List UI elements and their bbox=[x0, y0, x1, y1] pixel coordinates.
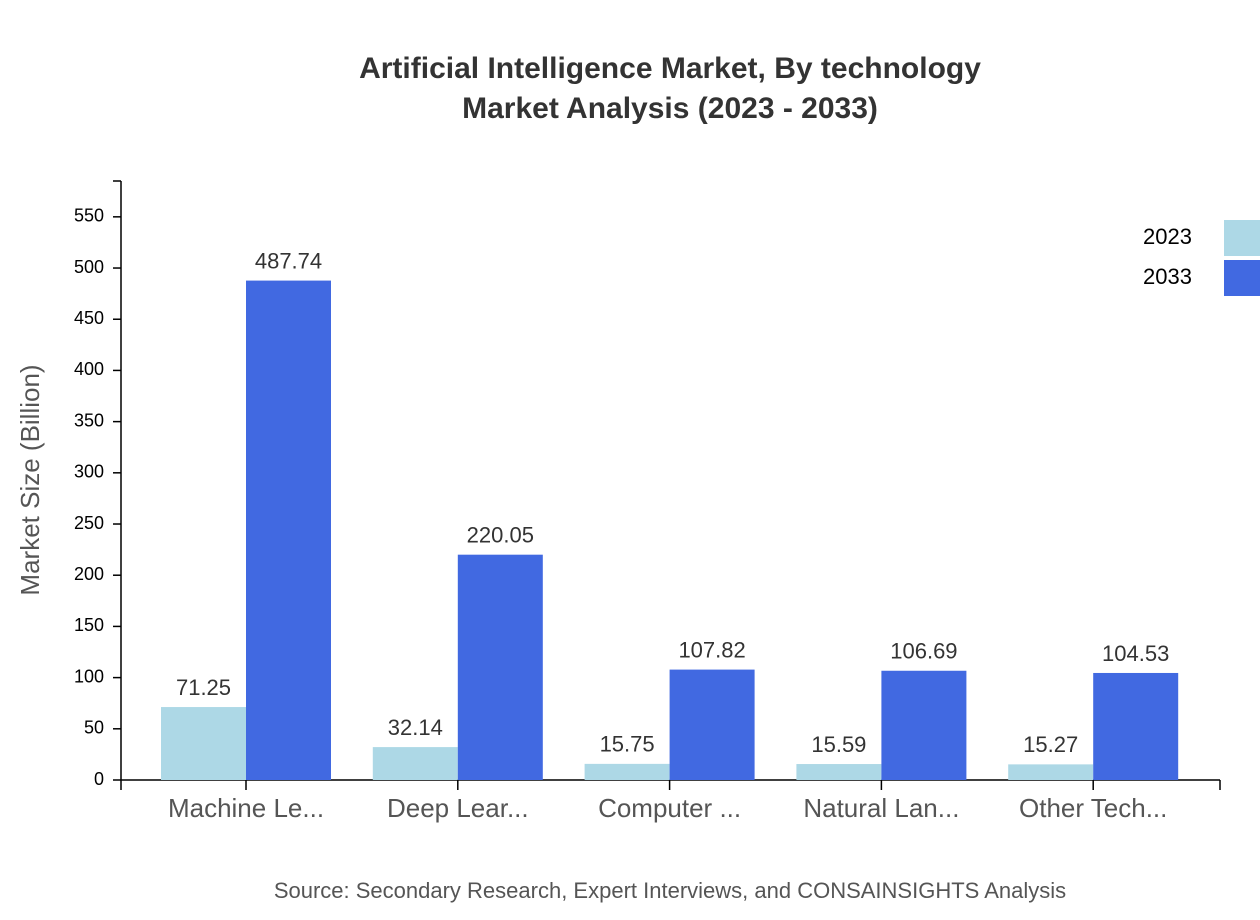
legend-swatch bbox=[1224, 260, 1260, 296]
y-tick-label: 250 bbox=[74, 513, 104, 533]
value-label: 106.69 bbox=[890, 639, 957, 664]
value-label: 32.14 bbox=[388, 715, 443, 740]
y-tick-label: 500 bbox=[74, 257, 104, 277]
y-tick-label: 200 bbox=[74, 564, 104, 584]
legend-swatch bbox=[1224, 220, 1260, 256]
value-label: 220.05 bbox=[467, 522, 534, 547]
y-tick-label: 550 bbox=[74, 206, 104, 226]
legend-label: 2033 bbox=[1143, 264, 1192, 289]
bar bbox=[246, 280, 331, 780]
x-tick-label: Computer ... bbox=[598, 793, 741, 823]
y-tick-label: 0 bbox=[94, 769, 104, 789]
bar bbox=[161, 707, 246, 780]
y-tick-label: 100 bbox=[74, 666, 104, 686]
y-tick-label: 450 bbox=[74, 308, 104, 328]
bar bbox=[1008, 764, 1094, 780]
x-tick-label: Other Tech... bbox=[1019, 793, 1167, 823]
y-axis-label: Market Size (Billion) bbox=[15, 364, 45, 595]
x-tick-label: Natural Lan... bbox=[803, 793, 959, 823]
y-tick-label: 50 bbox=[84, 718, 104, 738]
legend-label: 2023 bbox=[1143, 224, 1192, 249]
value-label: 487.74 bbox=[255, 248, 322, 273]
x-tick-label: Machine Le... bbox=[168, 793, 324, 823]
y-tick-label: 400 bbox=[74, 359, 104, 379]
value-label: 15.59 bbox=[811, 732, 866, 757]
value-label: 15.27 bbox=[1023, 732, 1078, 757]
x-tick-label: Deep Lear... bbox=[387, 793, 529, 823]
chart-subtitle: Market Analysis (2023 - 2033) bbox=[462, 92, 878, 125]
value-label: 107.82 bbox=[678, 637, 745, 662]
bar bbox=[457, 554, 543, 780]
bar bbox=[669, 669, 755, 780]
bar bbox=[796, 764, 882, 780]
bar bbox=[584, 763, 670, 780]
y-tick-label: 350 bbox=[74, 410, 104, 430]
value-label: 71.25 bbox=[176, 675, 231, 700]
source-note: Source: Secondary Research, Expert Inter… bbox=[274, 878, 1066, 903]
y-tick-label: 150 bbox=[74, 615, 104, 635]
bar bbox=[372, 747, 458, 780]
chart-title: Artificial Intelligence Market, By techn… bbox=[359, 52, 981, 85]
value-label: 104.53 bbox=[1102, 641, 1169, 666]
value-label: 15.75 bbox=[600, 732, 655, 757]
y-tick-label: 300 bbox=[74, 462, 104, 482]
bar bbox=[1093, 672, 1179, 780]
bar bbox=[881, 670, 967, 780]
